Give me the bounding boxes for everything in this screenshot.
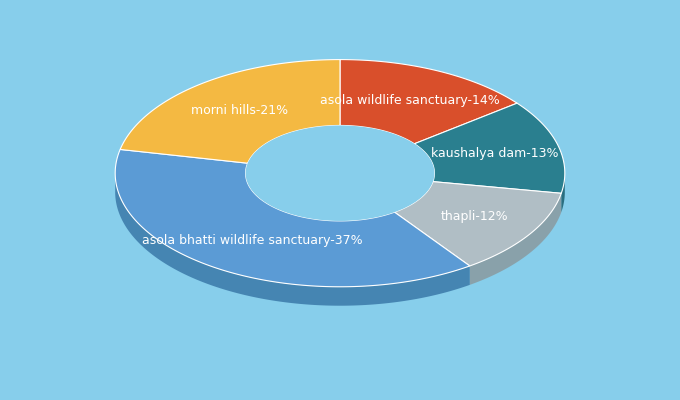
Polygon shape bbox=[470, 193, 561, 285]
Polygon shape bbox=[120, 60, 340, 163]
Polygon shape bbox=[394, 182, 561, 266]
Text: asola bhatti wildlife sanctuary-37%: asola bhatti wildlife sanctuary-37% bbox=[142, 234, 362, 247]
Text: kaushalya dam-13%: kaushalya dam-13% bbox=[431, 147, 559, 160]
Text: morni hills-21%: morni hills-21% bbox=[191, 104, 288, 117]
Polygon shape bbox=[115, 174, 470, 306]
Polygon shape bbox=[561, 173, 565, 212]
Polygon shape bbox=[414, 103, 565, 193]
Text: thapli-12%: thapli-12% bbox=[441, 210, 509, 223]
Polygon shape bbox=[340, 60, 517, 144]
Polygon shape bbox=[245, 173, 435, 240]
Text: asola wildlife sanctuary-14%: asola wildlife sanctuary-14% bbox=[320, 94, 500, 107]
Polygon shape bbox=[115, 150, 470, 287]
Ellipse shape bbox=[245, 126, 435, 221]
